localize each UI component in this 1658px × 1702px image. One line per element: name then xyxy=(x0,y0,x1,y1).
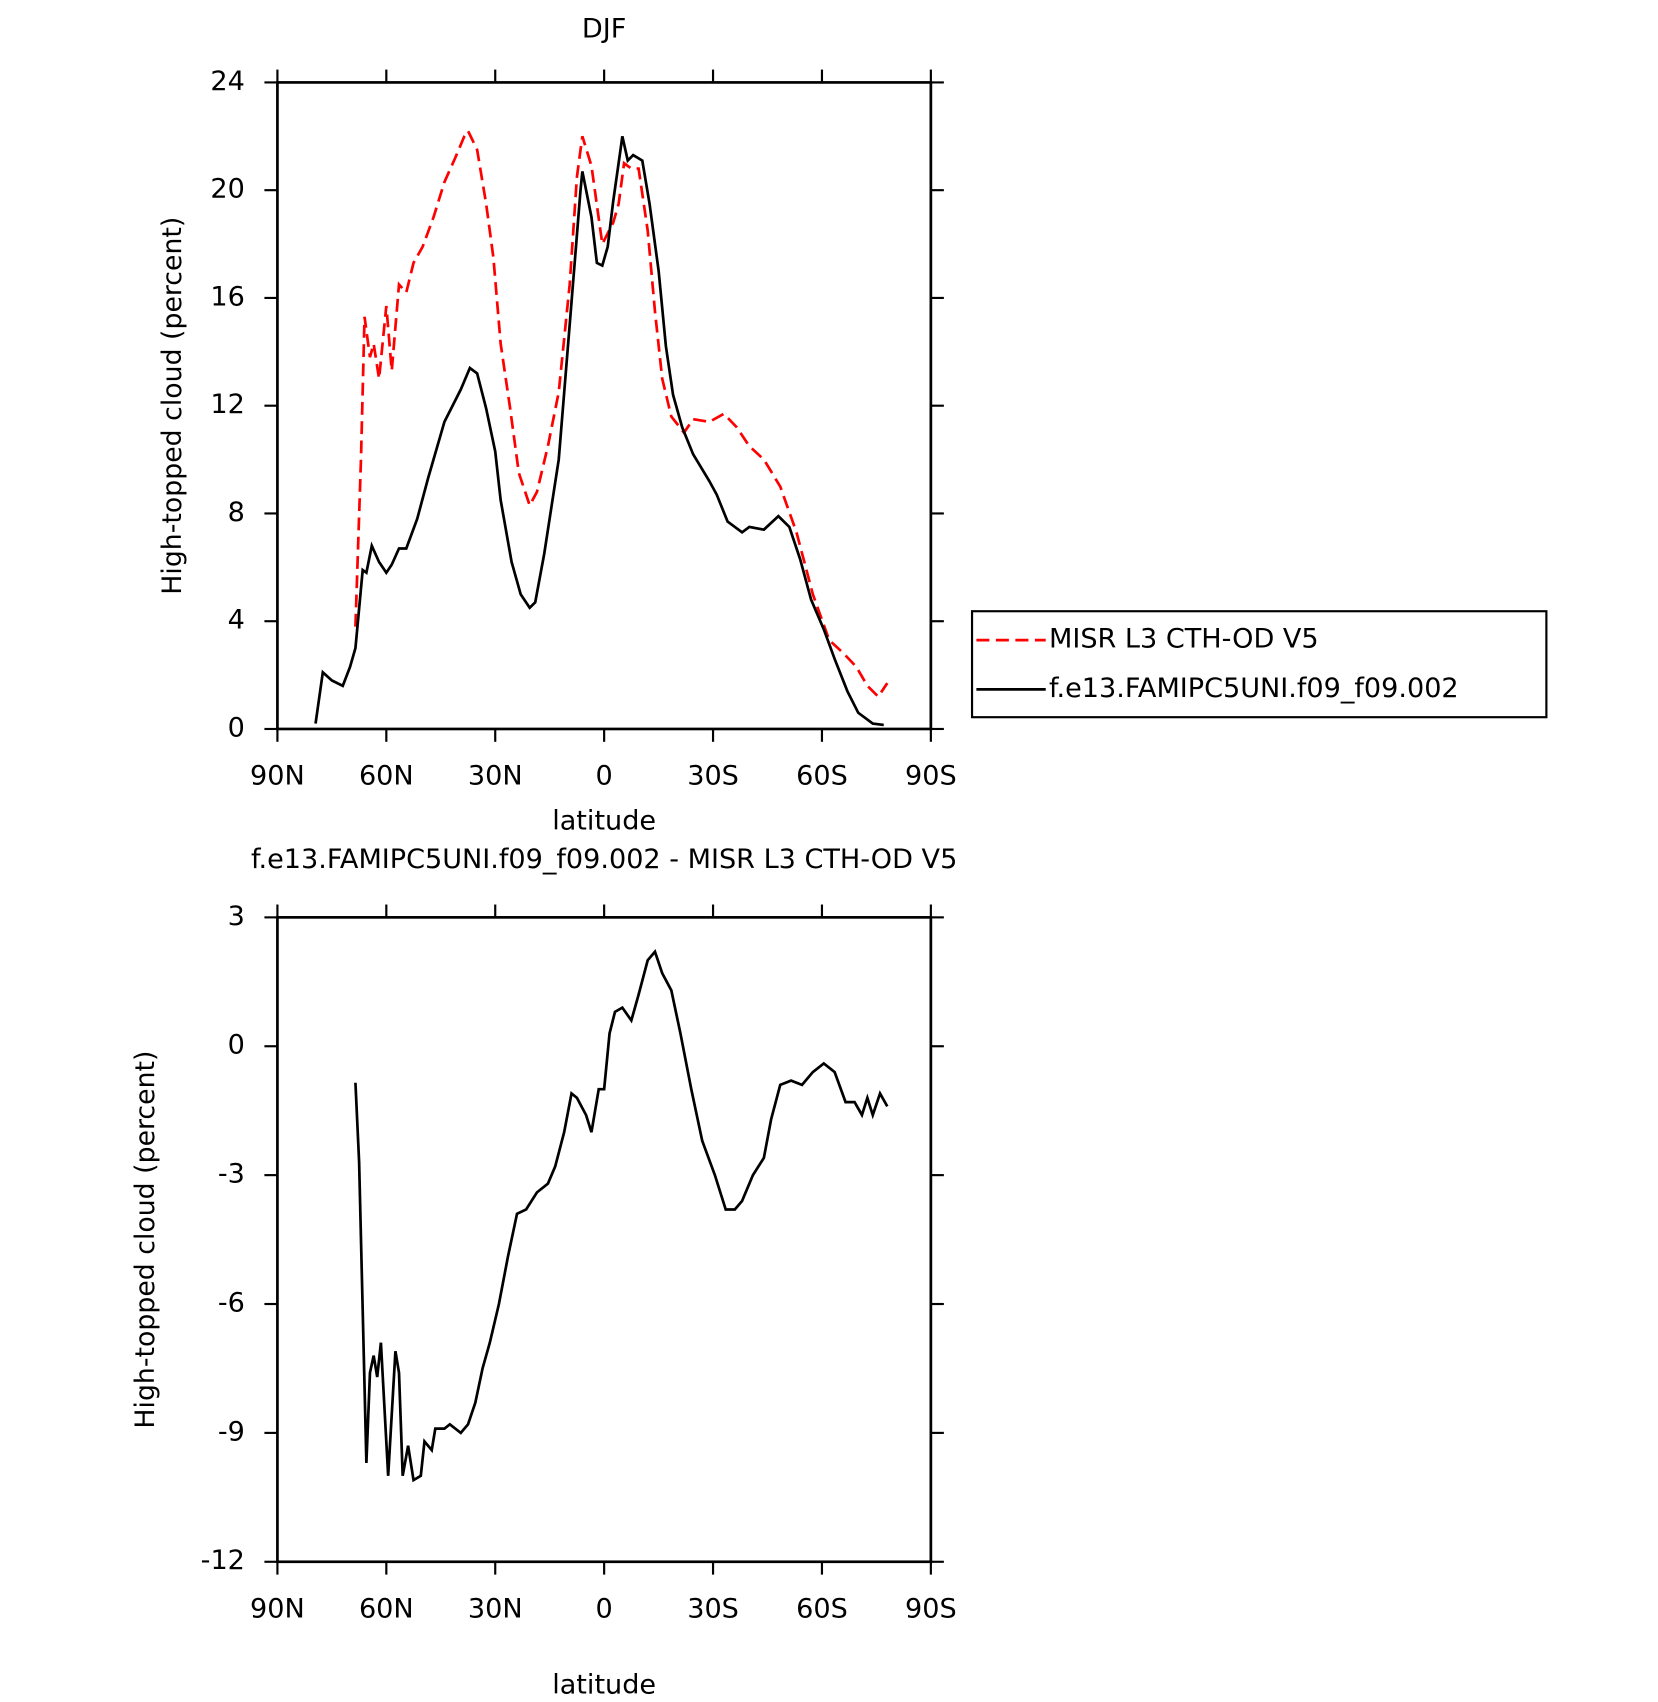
legend-label: MISR L3 CTH-OD V5 xyxy=(1049,624,1319,655)
y-axis-label: High-topped cloud (percent) xyxy=(130,1051,161,1429)
x-tick-label: 60S xyxy=(796,1594,848,1625)
chart-title: DJF xyxy=(582,14,626,45)
y-axis-label: High-topped cloud (percent) xyxy=(157,217,188,595)
legend-label: f.e13.FAMIPC5UNI.f09_f09.002 xyxy=(1049,673,1459,704)
chart-title: f.e13.FAMIPC5UNI.f09_f09.002 - MISR L3 C… xyxy=(251,844,957,875)
data-line xyxy=(314,135,884,727)
x-tick-label: 0 xyxy=(596,761,613,792)
y-tick-label: 24 xyxy=(210,66,244,97)
y-tick-label: 4 xyxy=(228,605,245,636)
x-tick-label: 30N xyxy=(468,761,523,792)
x-tick-label: 90S xyxy=(905,1594,957,1625)
x-tick-label: 0 xyxy=(596,1594,613,1625)
y-tick-label: 12 xyxy=(210,389,244,420)
x-tick-label: 30N xyxy=(468,1594,523,1625)
y-tick-label: -12 xyxy=(201,1545,245,1576)
x-tick-label: 90N xyxy=(250,1594,305,1625)
x-axis-label: latitude xyxy=(552,806,656,837)
y-tick-label: -9 xyxy=(218,1416,245,1447)
plot-frame xyxy=(276,916,933,1564)
y-tick-label: -3 xyxy=(218,1159,245,1190)
y-tick-label: 3 xyxy=(228,901,245,932)
plot-frame xyxy=(276,81,933,731)
y-tick-label: 0 xyxy=(228,1030,245,1061)
x-tick-label: 60S xyxy=(796,761,848,792)
data-line xyxy=(354,949,889,1483)
y-tick-label: 0 xyxy=(228,713,245,744)
x-tick-label: 30S xyxy=(687,1594,739,1625)
x-tick-label: 60N xyxy=(359,761,414,792)
y-tick-label: -6 xyxy=(218,1288,245,1319)
x-tick-label: 30S xyxy=(687,761,739,792)
x-tick-label: 90N xyxy=(250,761,305,792)
data-line xyxy=(354,128,889,699)
y-tick-label: 20 xyxy=(210,174,244,205)
x-tick-label: 60N xyxy=(359,1594,414,1625)
legend-box xyxy=(970,610,1548,719)
x-tick-label: 90S xyxy=(905,761,957,792)
y-tick-label: 16 xyxy=(210,282,244,313)
y-tick-label: 8 xyxy=(228,497,245,528)
x-axis-label: latitude xyxy=(552,1670,656,1701)
